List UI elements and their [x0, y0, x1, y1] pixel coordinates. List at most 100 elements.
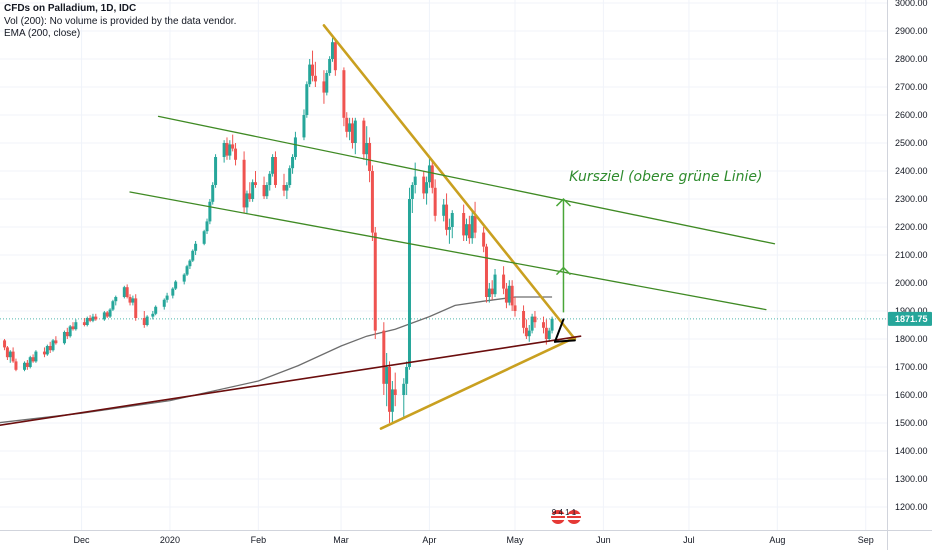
candle-body	[48, 346, 52, 351]
candle-body	[547, 330, 551, 339]
candle	[34, 350, 38, 363]
candle-body	[271, 157, 275, 174]
symbol-title[interactable]: CFDs on Palladium, 1D, IDC	[4, 3, 137, 14]
candle-body	[62, 332, 66, 344]
candle	[407, 187, 411, 370]
candle	[228, 140, 232, 160]
candle	[487, 283, 491, 303]
candle-body	[362, 120, 366, 155]
candle-body	[5, 347, 9, 358]
candle-body	[142, 318, 146, 325]
candle-body	[510, 285, 514, 306]
target-arrow-head	[555, 197, 572, 207]
ema-line	[0, 296, 553, 424]
candle	[542, 316, 546, 334]
candle	[8, 350, 12, 363]
price-tick-label: 1300.00	[895, 474, 928, 484]
price-tick-label: 2800.00	[895, 54, 928, 64]
candle	[442, 199, 446, 222]
candle	[154, 305, 158, 316]
candle-body	[154, 306, 158, 314]
candle-body	[234, 148, 238, 160]
price-tick-label: 1200.00	[895, 502, 928, 512]
candle-body	[293, 137, 297, 157]
candle	[547, 327, 551, 342]
price-axis[interactable]: 1200.00 1300.00 1400.00 1500.00 1600.00 1700.…	[895, 0, 928, 512]
candle	[71, 322, 75, 331]
candle-body	[205, 221, 209, 232]
candle-body	[191, 250, 195, 261]
candle-body	[305, 84, 309, 115]
candle-body	[490, 288, 494, 295]
candle	[245, 190, 249, 213]
candle	[504, 283, 508, 309]
time-tick-label: 2020	[160, 535, 180, 545]
candle-body	[174, 281, 178, 289]
us-flag-icon[interactable]	[551, 510, 565, 524]
candle	[231, 134, 235, 152]
candle-body	[370, 171, 374, 233]
candle	[125, 284, 129, 299]
candle	[390, 381, 394, 423]
candle-body	[487, 288, 491, 297]
candle-body	[542, 322, 546, 328]
candle-body	[251, 182, 255, 199]
candle	[388, 361, 392, 423]
candle	[14, 358, 18, 372]
price-tick-label: 2100.00	[895, 250, 928, 260]
candle-body	[407, 199, 411, 367]
candle-body	[533, 316, 537, 323]
us-flag-icon[interactable]	[567, 510, 581, 524]
candle	[450, 210, 454, 239]
candle-body	[484, 246, 488, 297]
candle-body	[228, 144, 232, 156]
candle-body	[433, 187, 437, 216]
candle-body	[345, 117, 349, 132]
time-axis[interactable]: Dec 2020 Feb Mar Apr May Jun Jul Aug Sep	[74, 535, 874, 545]
candle	[128, 294, 132, 306]
candle-body	[322, 81, 326, 93]
candle	[85, 316, 89, 327]
candle-body	[353, 120, 357, 143]
time-tick-label: Jun	[596, 535, 611, 545]
candle	[214, 154, 218, 188]
candle-body	[202, 231, 206, 244]
candle	[447, 218, 451, 244]
candle	[322, 70, 326, 104]
volume-legend[interactable]: Vol (200): No volume is provided by the …	[4, 15, 237, 27]
candle-body	[88, 318, 92, 321]
candle-body	[382, 330, 386, 384]
candle-body	[348, 123, 352, 132]
candle-body	[502, 274, 506, 289]
time-tick-label: Aug	[769, 535, 785, 545]
candle-body	[350, 123, 354, 143]
candle	[328, 56, 332, 76]
events-badge[interactable]: 9 4 1 1	[551, 508, 581, 524]
candle	[484, 243, 488, 303]
us-flag-stripe	[551, 514, 565, 516]
candle-body	[211, 185, 215, 202]
candle	[31, 354, 35, 363]
candle-body	[513, 305, 517, 311]
candle	[134, 294, 138, 321]
candle	[248, 182, 252, 202]
candle	[413, 162, 417, 194]
price-tick-label: 1600.00	[895, 390, 928, 400]
candle	[362, 117, 366, 160]
ema-legend[interactable]: EMA (200, close)	[4, 28, 81, 39]
candle-body	[45, 346, 49, 355]
candle-body	[402, 383, 406, 395]
candle-body	[330, 42, 334, 59]
candle-body	[388, 367, 392, 412]
candle	[202, 229, 206, 246]
candle	[467, 215, 471, 244]
candle	[350, 117, 354, 149]
candle-body	[65, 332, 69, 337]
candle-body	[162, 299, 166, 307]
long-trendline-line	[0, 335, 582, 426]
candle-body	[105, 312, 109, 317]
candle-body	[447, 227, 451, 230]
candle-body	[225, 143, 229, 156]
candle-body	[85, 318, 89, 325]
